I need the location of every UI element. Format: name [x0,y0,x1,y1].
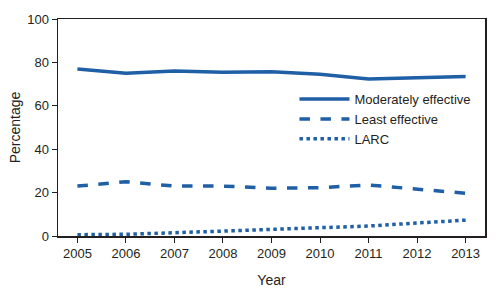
svg-text:60: 60 [34,98,48,113]
svg-text:2005: 2005 [63,246,92,261]
svg-text:2010: 2010 [306,246,335,261]
svg-text:Moderately effective: Moderately effective [354,92,470,107]
svg-text:2007: 2007 [160,246,189,261]
svg-text:20: 20 [34,185,48,200]
svg-text:2006: 2006 [111,246,140,261]
svg-text:100: 100 [27,12,49,27]
svg-text:0: 0 [42,229,49,244]
svg-text:2008: 2008 [209,246,238,261]
svg-text:2009: 2009 [257,246,286,261]
svg-text:Percentage: Percentage [7,91,23,163]
svg-text:2012: 2012 [403,246,432,261]
svg-text:LARC: LARC [354,132,389,147]
svg-text:2013: 2013 [451,246,480,261]
svg-text:Least effective: Least effective [354,112,438,127]
svg-text:40: 40 [34,142,48,157]
svg-text:2011: 2011 [355,246,383,261]
svg-text:Year: Year [257,272,286,288]
svg-text:80: 80 [34,55,48,70]
